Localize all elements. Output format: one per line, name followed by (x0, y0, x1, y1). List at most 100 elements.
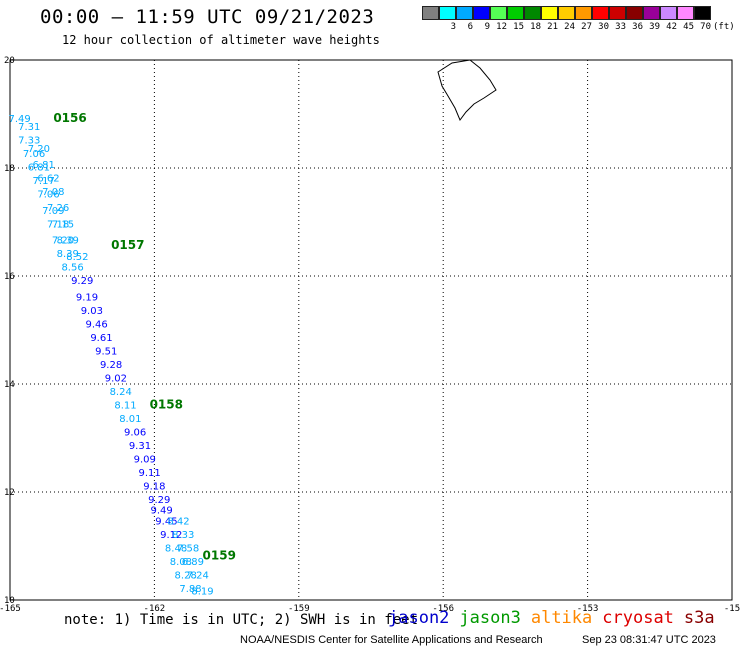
legend-swatch (643, 6, 660, 20)
legend-label: 36 (632, 22, 643, 32)
legend-swatch (422, 6, 439, 20)
wave-height-point: 8.42 (167, 516, 189, 527)
wave-height-point: 7.58 (177, 543, 199, 554)
legend-label: 39 (649, 22, 660, 32)
chart-subtitle: 12 hour collection of altimeter wave hei… (62, 33, 380, 47)
pass-time-label: 0158 (150, 397, 183, 411)
mission-s3a: s3a (683, 608, 715, 628)
legend-label: 9 (484, 22, 490, 32)
wave-height-point: 7.18 (47, 219, 69, 230)
wave-height-point: 6.81 (33, 160, 55, 171)
mission-altika: altika (530, 608, 593, 628)
legend-swatch (660, 6, 677, 20)
wave-height-point: 8.11 (114, 400, 136, 411)
y-tick-label: 12 (4, 488, 15, 498)
wave-height-point: 6.89 (182, 557, 204, 568)
legend-label: 27 (581, 22, 592, 32)
island-outline (437, 59, 497, 121)
legend-label: 45 (683, 22, 694, 32)
wave-height-point: 8.52 (66, 252, 88, 263)
legend-label: 15 (513, 22, 524, 32)
legend-swatch (677, 6, 694, 20)
x-tick-label: -165 (0, 604, 21, 614)
legend-swatch (609, 6, 626, 20)
wave-height-point: 7.08 (42, 187, 64, 198)
wave-height-point: 9.18 (143, 481, 165, 492)
wave-height-point: 7.20 (28, 144, 50, 155)
wave-height-point: 9.28 (100, 360, 122, 371)
wave-height-point: 8.01 (119, 414, 141, 425)
mission-jason3: jason3 (459, 608, 521, 628)
legend-swatch (490, 6, 507, 20)
y-tick-label: 20 (4, 56, 15, 66)
legend-swatch (592, 6, 609, 20)
legend-swatch (524, 6, 541, 20)
x-tick-label: -162 (144, 604, 166, 614)
mission-cryosat: cryosat (602, 608, 674, 628)
legend-label: 3 (450, 22, 456, 32)
y-tick-label: 10 (4, 596, 15, 606)
color-legend-labels: 3 6 9 12 15 18 21 24 27 30 33 36 39 42 45 70 (422, 22, 711, 32)
x-tick-label: -15 (724, 604, 740, 614)
wave-height-point: 8.24 (110, 387, 132, 398)
wave-height-point: 7.17 (33, 176, 55, 187)
legend-label: 24 (564, 22, 575, 32)
wave-height-point: 8.48 (165, 543, 187, 554)
credit-line: NOAA/NESDIS Center for Satellite Applica… (240, 634, 543, 646)
mission-legend: jason2 jason3 altika cryosat s3a (388, 608, 715, 628)
legend-swatch (507, 6, 524, 20)
wave-height-point: 7.20 (52, 236, 74, 247)
wave-height-point: 9.11 (138, 468, 160, 479)
wave-height-point: 9.61 (90, 333, 112, 344)
wave-height-point: 7.24 (187, 570, 209, 581)
wave-height-point: 8.39 (57, 236, 79, 247)
chart-title: 00:00 — 11:59 UTC 09/21/2023 (40, 6, 375, 28)
wave-height-point: 6.81 (28, 163, 50, 174)
wave-height-point: 9.29 (148, 495, 170, 506)
y-tick-label: 14 (4, 380, 15, 390)
legend-swatch (694, 6, 711, 20)
wave-height-point: 9.09 (134, 454, 156, 465)
legend-label: 42 (666, 22, 677, 32)
wave-height-point: 9.19 (76, 292, 98, 303)
legend-label: 33 (615, 22, 626, 32)
legend-swatch (541, 6, 558, 20)
wave-height-point: 7.09 (42, 206, 64, 217)
wave-height-point: 8.33 (172, 530, 194, 541)
generated-timestamp: Sep 23 08:31:47 UTC 2023 (582, 634, 716, 646)
pass-time-label: 0159 (203, 549, 236, 563)
legend-label: 12 (496, 22, 507, 32)
legend-swatch (575, 6, 592, 20)
x-tick-label: -153 (577, 604, 599, 614)
wave-height-point: 9.45 (155, 516, 177, 527)
wave-height-point: 7.15 (52, 219, 74, 230)
wave-height-point: 8.56 (61, 263, 83, 274)
color-legend (422, 6, 711, 20)
legend-label: 18 (530, 22, 541, 32)
wave-height-point: 9.02 (105, 373, 127, 384)
wave-height-point: 9.29 (71, 276, 93, 287)
legend-label: 70 (700, 22, 711, 32)
legend-label: 30 (598, 22, 609, 32)
wave-height-point: 7.88 (179, 584, 201, 595)
wave-height-point: 7.26 (47, 203, 69, 214)
y-tick-label: 18 (4, 164, 15, 174)
wave-height-point: 8.08 (170, 557, 192, 568)
y-tick-label: 16 (4, 272, 15, 282)
wave-height-point: 9.03 (81, 306, 103, 317)
legend-label: 6 (467, 22, 473, 32)
legend-swatch (439, 6, 456, 20)
x-tick-label: -159 (288, 604, 310, 614)
footnote: note: 1) Time is in UTC; 2) SWH is in fe… (64, 612, 419, 628)
legend-label: 21 (547, 22, 558, 32)
wave-height-point: 8.28 (175, 570, 197, 581)
wave-height-point: 7.33 (18, 136, 40, 147)
legend-swatch (456, 6, 473, 20)
color-legend-unit: (ft) (713, 22, 735, 32)
wave-height-point: 7.06 (23, 149, 45, 160)
legend-swatch (558, 6, 575, 20)
wave-height-point: 7.06 (37, 190, 59, 201)
wave-height-point: 9.06 (124, 427, 146, 438)
wave-height-point: 8.39 (57, 249, 79, 260)
